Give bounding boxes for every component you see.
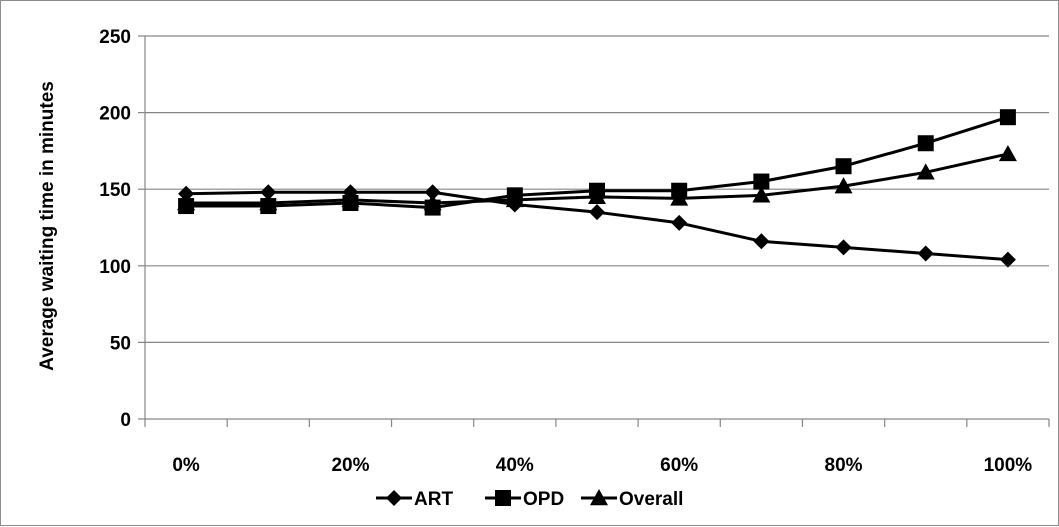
point-opd-8 — [835, 158, 852, 175]
y-tick-label-150: 150 — [99, 180, 131, 201]
point-art-5 — [589, 204, 605, 221]
point-art-9 — [917, 245, 934, 262]
legend-item-overall: Overall — [581, 489, 683, 510]
legend-label-art: ART — [414, 489, 453, 510]
legend-marker-art — [386, 490, 402, 506]
series-layer — [177, 109, 1017, 268]
point-overall-10 — [998, 144, 1017, 162]
point-art-0 — [178, 185, 195, 202]
point-overall-5 — [588, 187, 606, 205]
x-tick-label-60%: 60% — [660, 455, 698, 476]
point-overall-2 — [341, 190, 360, 208]
x-tick-label-40%: 40% — [496, 455, 534, 476]
point-art-3 — [424, 184, 441, 201]
point-opd-9 — [917, 135, 934, 152]
legend: ART OPD Overall — [376, 489, 683, 510]
x-tick-label-0%: 0% — [172, 455, 200, 476]
y-axis-title: Average waiting time in minutes — [37, 81, 58, 371]
x-tick-label-20%: 20% — [331, 455, 369, 476]
legend-item-art: ART — [376, 489, 453, 510]
point-overall-3 — [423, 193, 442, 211]
point-overall-4 — [505, 190, 524, 208]
point-opd-7 — [753, 173, 770, 190]
point-art-1 — [260, 184, 277, 201]
point-art-8 — [835, 239, 852, 256]
point-overall-1 — [259, 193, 278, 211]
y-tick-label-250: 250 — [99, 27, 131, 48]
point-overall-0 — [177, 193, 196, 211]
axes — [138, 35, 1050, 427]
legend-marker-opd — [495, 490, 511, 506]
point-art-7 — [753, 233, 770, 250]
point-art-10 — [999, 251, 1016, 268]
series-overall — [177, 144, 1017, 211]
y-tick-label-50: 50 — [110, 333, 131, 354]
point-overall-7 — [752, 186, 771, 203]
y-tick-label-0: 0 — [120, 410, 131, 431]
y-tick-label-100: 100 — [99, 257, 131, 278]
y-tick-label-200: 200 — [99, 104, 131, 125]
tick-labels: 0 50 100 150 200 250 0% 20% 40% 60% 80% 100% — [99, 27, 1032, 476]
legend-item-opd: OPD — [485, 489, 564, 510]
legend-label-overall: Overall — [619, 489, 683, 510]
legend-marker-overall — [590, 489, 608, 506]
point-opd-10 — [999, 109, 1016, 126]
x-tick-label-80%: 80% — [825, 455, 863, 476]
point-art-6 — [671, 214, 688, 231]
point-overall-8 — [834, 177, 853, 194]
point-overall-9 — [916, 163, 935, 180]
x-tick-label-100%: 100% — [984, 455, 1033, 476]
legend-label-opd: OPD — [523, 489, 564, 510]
point-overall-6 — [670, 189, 689, 206]
